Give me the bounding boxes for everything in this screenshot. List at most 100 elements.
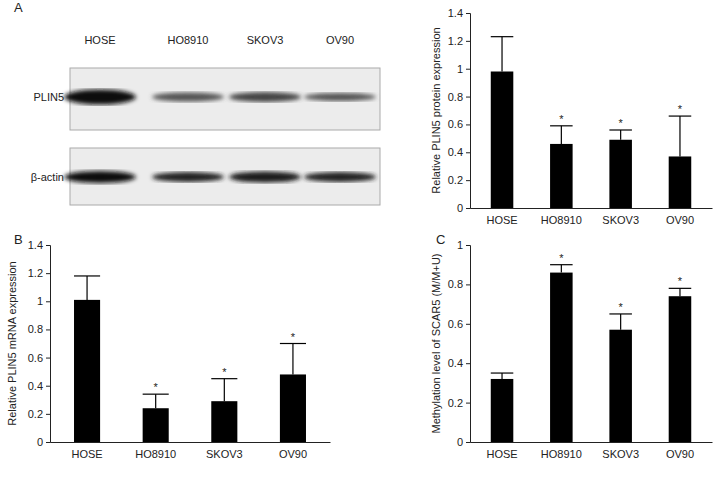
tick: SKOV3: [206, 442, 243, 460]
bar: [609, 140, 632, 208]
axis-line: [466, 246, 471, 443]
tick-mark: [46, 301, 50, 302]
error-cap: [609, 313, 632, 314]
tick: HO8910: [135, 442, 176, 460]
axis-line: [471, 442, 713, 443]
tick-mark: [46, 442, 50, 443]
tick-label: 0.8: [28, 323, 43, 335]
y-axis: 0 0.2 0.4 0.6 0.8 1 1.2 1.4: [448, 7, 471, 214]
tick-mark: [466, 152, 470, 153]
tick: 1.4: [448, 7, 470, 19]
tick: 1: [457, 63, 470, 75]
tick-mark: [46, 273, 50, 274]
blot-band: [304, 172, 376, 182]
tick-mark: [46, 358, 50, 359]
tick: 0: [37, 436, 50, 448]
error-line: [679, 288, 680, 296]
blot-band: [229, 92, 301, 102]
tick-label: 0.6: [448, 318, 463, 330]
tick: 0.8: [448, 91, 470, 103]
tick: HOSE: [486, 208, 517, 226]
axis-title: Relative PLIN5 protein expression: [430, 27, 442, 193]
tick: HO8910: [541, 208, 582, 226]
error-line: [224, 379, 225, 402]
tick: 0.4: [448, 146, 470, 158]
tick-label: 0: [457, 202, 463, 214]
plot-area: [491, 265, 691, 442]
error-bar: [669, 116, 692, 156]
error-line: [679, 116, 680, 156]
error-cap: [669, 115, 692, 116]
axis-title: Relative PLIN5 mRNA expression: [6, 261, 18, 425]
significance: *: [291, 331, 296, 343]
error-line: [620, 314, 621, 330]
x-axis: HOSEHO8910SKOV3OV90: [471, 442, 713, 460]
tick: OV90: [279, 442, 307, 460]
error-line: [501, 373, 502, 379]
tick-mark: [466, 245, 470, 246]
tick: HOSE: [71, 442, 102, 460]
tick: 0.2: [448, 397, 470, 409]
tick-label: HO8910: [541, 448, 582, 460]
tick-label: 1: [457, 239, 463, 251]
tick-label: 0.2: [448, 397, 463, 409]
tick-label: 1.2: [448, 35, 463, 47]
panel-label: A: [14, 0, 23, 15]
blot-band: [304, 93, 376, 101]
tick: 0: [457, 436, 470, 448]
blot-band: [152, 93, 224, 102]
row-label: PLIN5: [33, 91, 64, 103]
tick: 1.2: [28, 267, 50, 279]
error-cap: [669, 288, 692, 289]
bar: [609, 330, 632, 442]
tick-label: HOSE: [71, 448, 102, 460]
significance: *: [678, 275, 683, 287]
tick-label: SKOV3: [602, 214, 639, 226]
tick: 1.4: [28, 239, 50, 251]
tick: 1: [37, 295, 50, 307]
error-cap: [550, 264, 573, 265]
error-bar: [280, 344, 306, 375]
tick-label: HO8910: [541, 214, 582, 226]
tick: 0.8: [448, 278, 470, 290]
tick-label: 0.2: [448, 174, 463, 186]
error-line: [561, 265, 562, 273]
bar: [280, 374, 306, 442]
tick-mark: [466, 403, 470, 404]
tick: HOSE: [486, 442, 517, 460]
x-axis: HOSE HO8910 SKOV3 OV90: [51, 442, 331, 460]
error-line: [155, 394, 156, 408]
error-cap: [550, 125, 573, 126]
error-bar: [609, 130, 632, 140]
axis-line: [466, 14, 471, 209]
tick: 1.2: [448, 35, 470, 47]
tick-label: 1.2: [28, 267, 43, 279]
tick-mark: [466, 41, 470, 42]
bar: [550, 144, 573, 208]
error-bar: [550, 126, 573, 144]
tick-label: OV90: [666, 214, 694, 226]
error-line: [292, 344, 293, 375]
bar: [143, 408, 169, 442]
figure: ABCHOSEHO8910SKOV3OV90PLIN5β-actin00.20.…: [0, 0, 716, 483]
significance: *: [559, 252, 564, 264]
tick-label: HOSE: [486, 214, 517, 226]
error-line: [501, 37, 502, 72]
error-line: [86, 276, 87, 300]
error-line: [561, 126, 562, 144]
error-bar: [211, 379, 237, 402]
tick-mark: [466, 13, 470, 14]
error-bar: [491, 37, 514, 72]
tick-mark: [466, 180, 470, 181]
error-cap: [211, 378, 237, 379]
tick: 0.6: [448, 318, 470, 330]
error-cap: [74, 275, 100, 276]
blot-band: [64, 90, 136, 105]
error-cap: [491, 36, 514, 37]
bar: [211, 401, 237, 442]
chart: 00.20.40.60.81HOSEHO8910SKOV3OV90Methyla…: [430, 239, 713, 460]
error-cap: [609, 129, 632, 130]
tick-label: HOSE: [486, 448, 517, 460]
tick: 0.6: [448, 118, 470, 130]
tick-label: 0: [37, 436, 43, 448]
